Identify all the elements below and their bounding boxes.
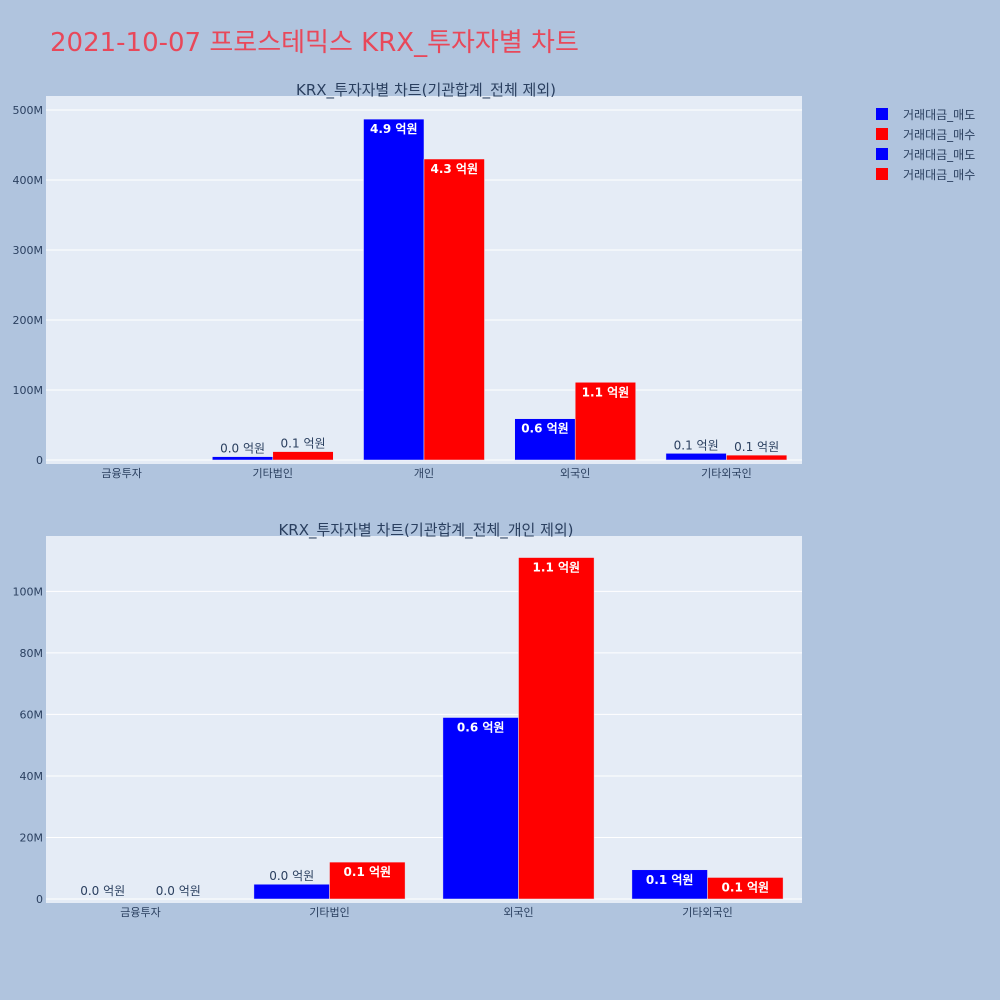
x-tick-label: 외국인	[503, 906, 533, 919]
bar	[272, 451, 334, 461]
bar	[574, 382, 636, 461]
y-tick-label: 0	[36, 454, 43, 467]
y-tick-label: 60M	[20, 708, 44, 721]
data-label: 0.6 억원	[521, 422, 569, 436]
data-label: 0.0 억원	[269, 869, 314, 883]
y-tick-label: 20M	[20, 831, 44, 844]
bar	[442, 717, 519, 900]
data-label: 0.0 억원	[156, 884, 201, 898]
legend-label: 거래대금_매수	[903, 167, 976, 182]
legend-label: 거래대금_매도	[903, 107, 976, 122]
y-tick-label: 300M	[13, 244, 44, 257]
data-label: 0.0 억원	[80, 884, 125, 898]
bar	[514, 418, 576, 461]
legend-item[interactable]: 거래대금_매도	[876, 144, 975, 164]
x-tick-label: 기타법인	[253, 467, 293, 480]
y-tick-label: 400M	[13, 174, 44, 187]
legend[interactable]: 거래대금_매도 거래대금_매수 거래대금_매도 거래대금_매수	[876, 104, 975, 184]
y-tick-label: 100M	[13, 384, 44, 397]
x-tick-label: 외국인	[560, 467, 590, 480]
y-tick-label: 80M	[20, 647, 44, 660]
bar	[363, 118, 425, 461]
legend-label: 거래대금_매도	[903, 147, 976, 162]
legend-item[interactable]: 거래대금_매수	[876, 124, 975, 144]
x-tick-label: 금융투자	[120, 906, 160, 919]
bar	[665, 453, 727, 461]
data-label: 0.1 억원	[734, 440, 779, 454]
bar	[212, 456, 274, 461]
data-label: 0.1 억원	[281, 437, 326, 451]
legend-swatch	[876, 168, 888, 180]
data-label: 0.1 억원	[722, 880, 770, 894]
data-label: 0.0 억원	[220, 442, 265, 456]
data-label: 0.1 억원	[646, 873, 694, 887]
chart-title: KRX_투자자별 차트(기관합계_전체_개인 제외)	[278, 521, 573, 540]
legend-item[interactable]: 거래대금_매수	[876, 164, 975, 184]
x-tick-label: 기타법인	[309, 906, 349, 919]
page-title: 2021-10-07 프로스테믹스 KRX_투자자별 차트	[50, 28, 579, 58]
bar	[707, 877, 784, 900]
data-label: 1.1 억원	[582, 385, 630, 399]
data-label: 4.3 억원	[430, 162, 478, 176]
legend-swatch	[876, 148, 888, 160]
bar	[631, 869, 708, 900]
x-tick-label: 기타외국인	[701, 467, 752, 480]
x-tick-label: 금융투자	[101, 467, 141, 480]
chart-title: KRX_투자자별 차트(기관합계_전체 제외)	[296, 81, 556, 100]
bar	[726, 454, 788, 461]
legend-item[interactable]: 거래대금_매도	[876, 104, 975, 124]
bar	[253, 883, 330, 900]
x-tick-label: 개인	[414, 467, 434, 480]
data-label: 1.1 억원	[533, 561, 581, 575]
y-tick-label: 500M	[13, 104, 44, 117]
y-tick-label: 100M	[13, 585, 44, 598]
bar	[518, 557, 595, 900]
plot-area	[46, 536, 802, 903]
data-label: 0.1 억원	[344, 865, 392, 879]
data-label: 0.6 억원	[457, 721, 505, 735]
bar	[423, 158, 485, 461]
y-tick-label: 200M	[13, 314, 44, 327]
legend-swatch	[876, 128, 888, 140]
bar	[329, 861, 406, 900]
legend-swatch	[876, 108, 888, 120]
data-label: 0.1 억원	[674, 438, 719, 452]
legend-label: 거래대금_매수	[903, 127, 976, 142]
y-tick-label: 40M	[20, 770, 44, 783]
y-tick-label: 0	[36, 893, 43, 906]
data-label: 4.9 억원	[370, 122, 418, 136]
x-tick-label: 기타외국인	[682, 906, 733, 919]
